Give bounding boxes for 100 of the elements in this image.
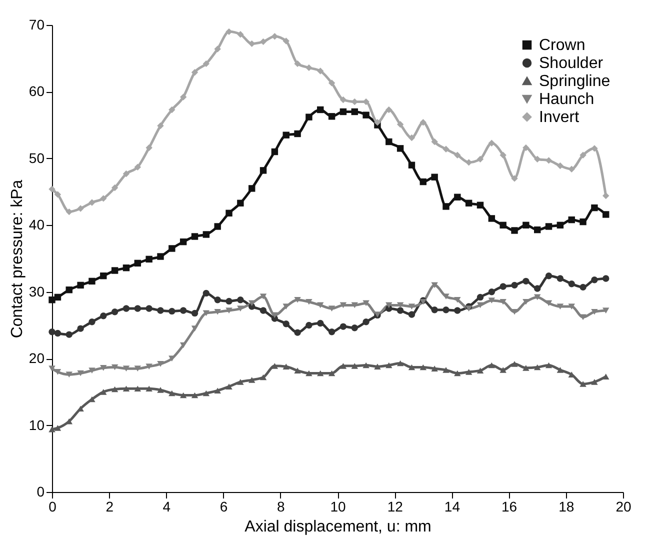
point xyxy=(306,298,312,305)
point xyxy=(488,298,496,304)
point xyxy=(248,40,256,48)
point xyxy=(317,302,324,308)
point xyxy=(545,223,552,230)
y-tick-label: 30 xyxy=(28,283,45,300)
point xyxy=(66,372,72,378)
x-tick-label: 0 xyxy=(48,498,57,514)
point xyxy=(214,308,221,315)
point xyxy=(77,325,84,332)
point xyxy=(602,192,610,200)
point xyxy=(522,365,530,371)
x-tick-label: 12 xyxy=(387,498,404,514)
point xyxy=(408,311,416,318)
point xyxy=(214,46,221,52)
point xyxy=(522,278,530,285)
point xyxy=(328,306,336,312)
point xyxy=(88,368,96,374)
point xyxy=(48,426,56,432)
point xyxy=(545,272,552,280)
point xyxy=(340,363,347,369)
point xyxy=(180,94,187,100)
legend-label: Haunch xyxy=(539,91,594,108)
point xyxy=(180,307,187,314)
point xyxy=(534,364,541,370)
point xyxy=(568,304,575,310)
x-tick-label: 4 xyxy=(162,498,171,514)
point xyxy=(226,28,232,36)
point xyxy=(328,370,336,376)
y-tick-label: 40 xyxy=(28,216,45,233)
point xyxy=(237,296,244,304)
point xyxy=(396,307,404,314)
legend-label: Shoulder xyxy=(539,55,604,72)
point xyxy=(111,308,118,316)
point xyxy=(556,304,564,310)
point xyxy=(591,145,598,152)
point xyxy=(77,205,84,212)
point xyxy=(522,222,530,228)
point xyxy=(134,366,142,372)
point xyxy=(511,361,518,367)
point xyxy=(157,387,164,393)
point xyxy=(591,204,598,212)
point xyxy=(134,164,142,170)
point xyxy=(340,302,347,308)
point xyxy=(351,98,358,106)
point xyxy=(226,308,232,314)
point xyxy=(374,119,381,126)
point xyxy=(306,64,312,72)
point xyxy=(146,364,152,370)
point xyxy=(431,282,438,288)
point xyxy=(226,298,232,305)
point xyxy=(214,296,221,304)
point xyxy=(454,296,461,303)
point xyxy=(534,156,541,162)
point xyxy=(111,184,118,192)
point xyxy=(306,322,312,329)
point xyxy=(476,202,484,208)
point xyxy=(191,69,198,76)
point xyxy=(122,170,130,178)
x-tick-label: 16 xyxy=(502,498,518,514)
point xyxy=(66,286,72,294)
legend-label: Crown xyxy=(539,37,586,54)
point xyxy=(260,167,267,174)
x-tick-label: 8 xyxy=(277,498,285,514)
point xyxy=(465,159,472,166)
point xyxy=(386,138,392,146)
point xyxy=(191,326,198,332)
point xyxy=(294,329,301,336)
point xyxy=(500,222,506,228)
point xyxy=(54,330,62,337)
point xyxy=(545,157,552,164)
point xyxy=(591,379,598,385)
point xyxy=(454,370,461,376)
point xyxy=(168,245,176,252)
point xyxy=(454,307,461,314)
point xyxy=(317,320,324,327)
point xyxy=(77,406,84,412)
x-tick-label: 6 xyxy=(220,498,228,514)
point xyxy=(431,174,438,180)
point xyxy=(214,223,221,230)
point xyxy=(191,392,198,398)
point xyxy=(294,130,301,138)
point xyxy=(202,390,210,396)
point xyxy=(580,381,586,387)
point xyxy=(294,368,301,374)
point xyxy=(248,377,256,383)
point xyxy=(580,218,586,226)
point xyxy=(351,324,358,332)
point xyxy=(602,211,610,218)
point xyxy=(431,306,438,314)
point xyxy=(54,425,62,431)
point xyxy=(88,278,96,285)
point xyxy=(260,307,267,314)
point xyxy=(122,386,130,392)
point xyxy=(534,285,541,292)
point xyxy=(226,210,232,216)
point xyxy=(568,216,575,224)
point xyxy=(362,318,370,326)
point xyxy=(100,272,107,280)
point xyxy=(431,138,438,146)
